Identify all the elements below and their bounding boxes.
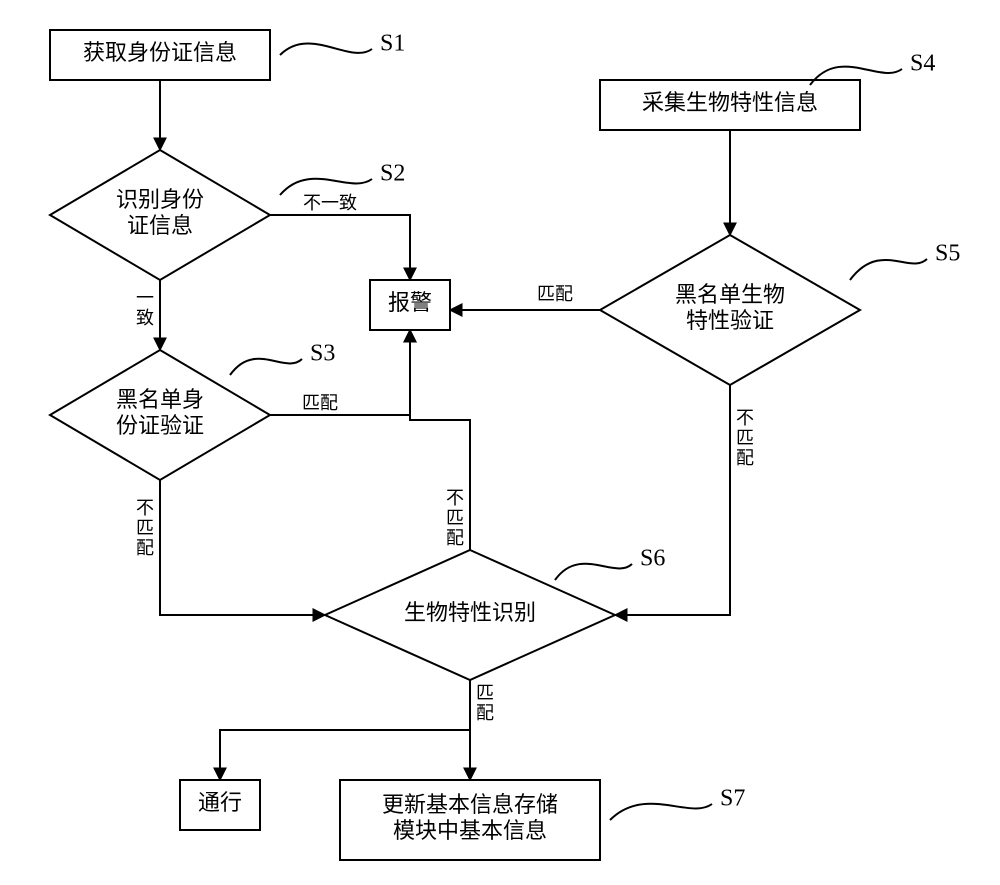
squiggle-s3	[230, 359, 302, 375]
svg-text:份证验证: 份证验证	[116, 413, 204, 438]
squiggle-s1	[280, 43, 372, 55]
svg-text:匹: 匹	[136, 518, 154, 538]
svg-text:证信息: 证信息	[127, 213, 193, 238]
svg-text:不: 不	[446, 488, 464, 508]
label-s4: S4	[910, 51, 935, 77]
svg-text:配: 配	[476, 703, 494, 723]
svg-text:生物特性识别: 生物特性识别	[404, 600, 536, 625]
squiggle-s5	[850, 259, 927, 280]
svg-text:采集生物特性信息: 采集生物特性信息	[642, 90, 818, 115]
svg-text:识别身份: 识别身份	[116, 187, 204, 212]
label-s6: S6	[640, 546, 665, 572]
edge-s6_pass	[220, 730, 470, 780]
edge-label-s3_rep: 匹配	[302, 393, 338, 413]
label-s5: S5	[935, 241, 960, 267]
edge-label-s5_rep: 匹配	[537, 284, 573, 304]
edge-s3_s6	[160, 480, 325, 615]
svg-text:一: 一	[136, 288, 154, 308]
edge-s3_rep	[270, 330, 410, 415]
squiggle-s7	[610, 804, 712, 820]
svg-text:致: 致	[136, 308, 154, 328]
svg-text:获取身份证信息: 获取身份证信息	[83, 40, 237, 65]
svg-text:黑名单生物: 黑名单生物	[675, 282, 785, 307]
svg-text:报警: 报警	[388, 290, 432, 315]
squiggle-s6	[555, 564, 632, 580]
svg-text:模块中基本信息: 模块中基本信息	[393, 818, 547, 843]
svg-text:不: 不	[736, 408, 754, 428]
svg-text:匹: 匹	[446, 508, 464, 528]
svg-text:配: 配	[136, 538, 154, 558]
edge-label-s2_rep: 不一致	[303, 193, 357, 213]
svg-text:黑名单身: 黑名单身	[116, 387, 204, 412]
svg-text:通行: 通行	[198, 790, 242, 815]
edge-s2_rep	[270, 215, 410, 280]
label-s3: S3	[310, 341, 335, 367]
svg-text:更新基本信息存储: 更新基本信息存储	[382, 792, 558, 817]
svg-text:特性验证: 特性验证	[686, 308, 774, 333]
label-s7: S7	[720, 786, 745, 812]
svg-text:配: 配	[446, 528, 464, 548]
svg-text:匹: 匹	[476, 683, 494, 703]
svg-text:不: 不	[136, 498, 154, 518]
edge-s5_s6	[615, 385, 730, 615]
label-s2: S2	[380, 161, 405, 187]
label-s1: S1	[380, 31, 405, 57]
svg-text:配: 配	[736, 448, 754, 468]
svg-text:匹: 匹	[736, 428, 754, 448]
